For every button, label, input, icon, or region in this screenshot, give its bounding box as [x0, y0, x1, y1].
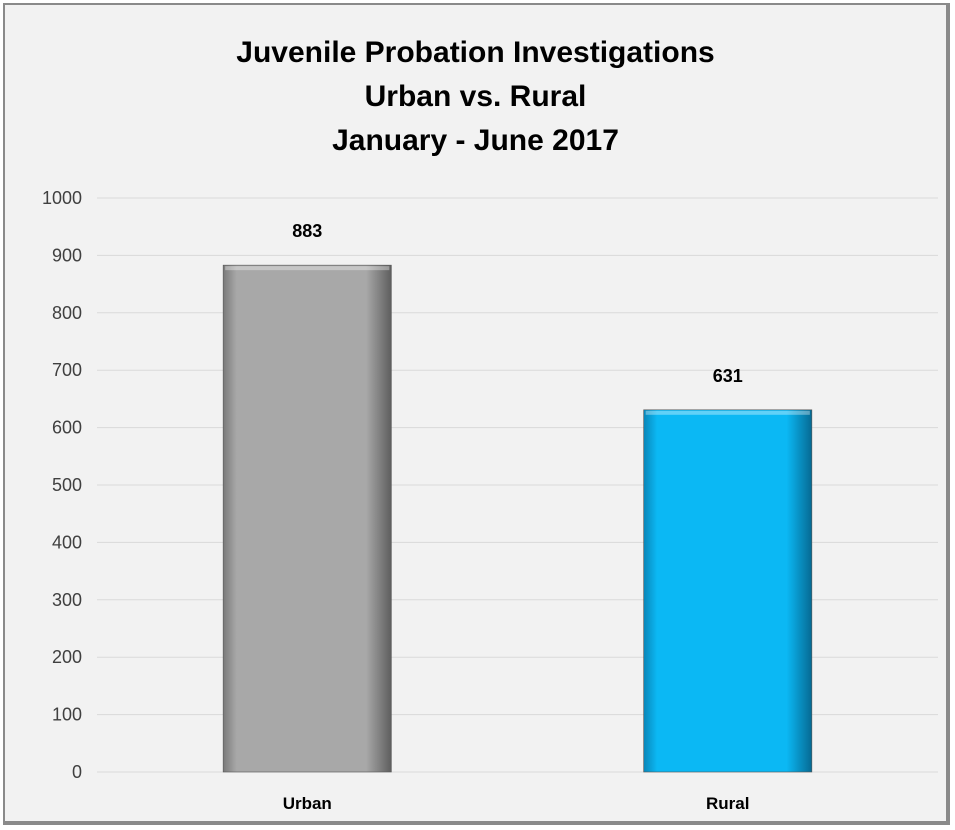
bar-rural — [643, 409, 813, 773]
x-category-label: Urban — [283, 794, 332, 813]
chart-title-line-3: January - June 2017 — [332, 124, 619, 157]
y-tick-label: 500 — [52, 475, 82, 495]
bar-body — [222, 264, 392, 773]
bars — [222, 264, 813, 773]
y-tick-label: 900 — [52, 245, 82, 265]
y-tick-label: 0 — [72, 762, 82, 782]
chart-title-line-1: Juvenile Probation Investigations — [236, 36, 715, 69]
y-tick-label: 200 — [52, 647, 82, 667]
labels: 883 Urban 631 Rural — [283, 221, 750, 813]
y-tick-label: 300 — [52, 590, 82, 610]
x-category-label: Rural — [706, 794, 749, 813]
chart-title: Juvenile Probation Investigations Urban … — [5, 31, 946, 163]
bar-body — [643, 409, 813, 773]
y-tick-label: 800 — [52, 303, 82, 323]
y-axis: 0 100 200 300 400 500 600 700 800 900 1000 — [42, 188, 82, 782]
chart-title-line-2: Urban vs. Rural — [364, 80, 587, 113]
data-label: 631 — [713, 366, 743, 386]
data-label: 883 — [292, 221, 322, 241]
bar-bevel — [225, 266, 390, 271]
y-tick-label: 400 — [52, 532, 82, 552]
y-tick-label: 100 — [52, 705, 82, 725]
bar-urban — [222, 264, 392, 773]
y-tick-label: 600 — [52, 418, 82, 438]
y-tick-label: 1000 — [42, 188, 82, 208]
bar-chart-plot: 0 100 200 300 400 500 600 700 800 900 1000 883 Urba… — [42, 188, 938, 813]
chart-frame: Juvenile Probation Investigations Urban … — [3, 3, 950, 825]
bar-bevel — [645, 410, 810, 415]
y-tick-label: 700 — [52, 360, 82, 380]
